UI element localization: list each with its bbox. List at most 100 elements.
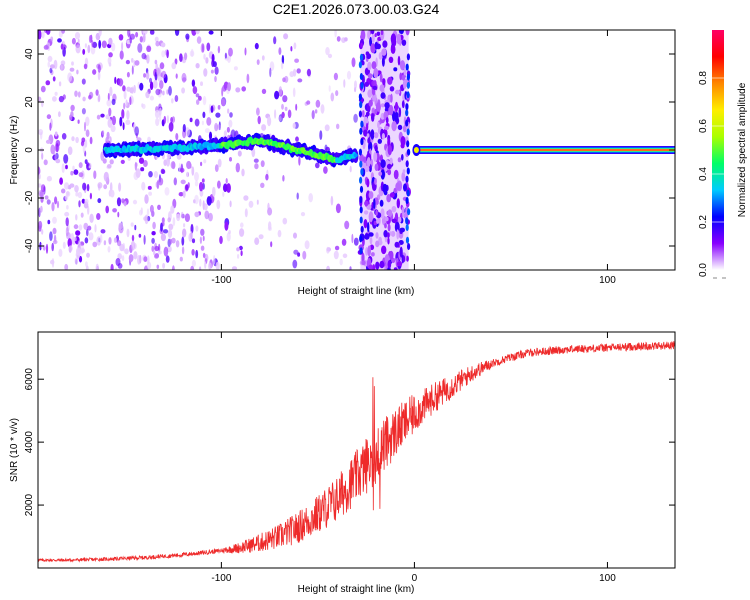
noise-speckle bbox=[281, 103, 284, 110]
noise-speckle bbox=[114, 267, 118, 270]
noise-speckle bbox=[143, 256, 148, 262]
noise-speckle bbox=[227, 108, 230, 114]
gap-speckle bbox=[397, 216, 402, 223]
gap-speckle bbox=[396, 229, 400, 240]
noise-speckle bbox=[175, 133, 179, 141]
noise-speckle bbox=[78, 255, 83, 263]
noise-speckle bbox=[206, 196, 212, 206]
gap-speckle bbox=[371, 34, 375, 43]
colorbar-tick-label: 0.6 bbox=[698, 119, 709, 133]
noise-speckle bbox=[154, 245, 160, 252]
noise-speckle bbox=[203, 159, 207, 164]
noise-speckle bbox=[145, 71, 150, 80]
gap-speckle bbox=[368, 232, 374, 237]
noise-speckle bbox=[181, 87, 186, 94]
gap-speckle bbox=[376, 43, 381, 50]
noise-speckle bbox=[191, 238, 196, 244]
noise-speckle bbox=[65, 226, 69, 237]
noise-speckle bbox=[123, 90, 127, 100]
gap-edge-streak bbox=[405, 103, 409, 111]
noise-speckle bbox=[65, 217, 69, 227]
noise-speckle bbox=[214, 164, 219, 173]
noise-speckle bbox=[50, 259, 55, 265]
noise-speckle bbox=[293, 42, 297, 50]
noise-speckle bbox=[52, 96, 57, 102]
noise-speckle bbox=[111, 98, 116, 106]
noise-speckle bbox=[342, 253, 348, 259]
gap-speckle bbox=[394, 101, 399, 112]
noise-speckle bbox=[69, 67, 75, 72]
noise-speckle bbox=[46, 30, 51, 35]
gap-speckle bbox=[361, 260, 366, 266]
noise-speckle bbox=[326, 265, 330, 270]
noise-speckle bbox=[224, 52, 227, 59]
noise-speckle bbox=[67, 146, 73, 155]
noise-speckle bbox=[278, 86, 283, 96]
noise-speckle bbox=[49, 64, 55, 69]
gap-speckle bbox=[365, 51, 370, 56]
gap-speckle bbox=[387, 209, 393, 217]
noise-speckle bbox=[238, 245, 243, 251]
noise-speckle bbox=[349, 266, 352, 270]
noise-speckle bbox=[78, 200, 81, 208]
noise-speckle bbox=[137, 43, 143, 53]
gap-speckle bbox=[374, 108, 378, 115]
noise-speckle bbox=[278, 47, 282, 55]
spectrogram-ytick-label: -40 bbox=[24, 238, 35, 253]
noise-speckle bbox=[78, 224, 83, 231]
noise-speckle bbox=[195, 225, 199, 232]
noise-speckle bbox=[103, 171, 109, 182]
noise-speckle bbox=[96, 213, 101, 220]
noise-speckle bbox=[204, 210, 210, 220]
noise-speckle bbox=[64, 211, 70, 217]
noise-speckle bbox=[192, 86, 198, 95]
noise-speckle bbox=[334, 30, 337, 38]
noise-speckle bbox=[302, 250, 307, 260]
noise-speckle bbox=[190, 265, 195, 270]
noise-speckle bbox=[161, 217, 165, 224]
noise-speckle bbox=[144, 194, 149, 204]
gap-edge-streak bbox=[407, 208, 411, 216]
noise-speckle bbox=[200, 161, 203, 167]
noise-speckle bbox=[38, 30, 42, 40]
gap-speckle bbox=[365, 247, 369, 256]
noise-speckle bbox=[191, 166, 195, 176]
noise-speckle bbox=[244, 47, 247, 56]
colorbar-ticks: 0.0 0.2 0.4 0.6 0.8 bbox=[698, 71, 726, 279]
noise-speckle bbox=[292, 259, 298, 269]
noise-speckle bbox=[75, 136, 79, 144]
noise-speckle bbox=[47, 55, 53, 63]
noise-speckle bbox=[292, 87, 296, 98]
noise-speckle bbox=[161, 42, 166, 48]
noise-speckle bbox=[108, 107, 112, 117]
noise-speckle bbox=[128, 254, 134, 263]
noise-speckle bbox=[254, 237, 260, 245]
noise-speckle bbox=[339, 258, 343, 266]
noise-speckle bbox=[184, 213, 190, 222]
noise-speckle bbox=[38, 96, 42, 102]
noise-speckle bbox=[160, 168, 165, 174]
gap-speckle bbox=[386, 163, 392, 170]
noise-speckle bbox=[107, 246, 111, 253]
noise-speckle bbox=[282, 77, 286, 83]
gap-speckle bbox=[386, 194, 392, 203]
noise-speckle bbox=[106, 99, 112, 107]
noise-speckle bbox=[92, 41, 98, 49]
noise-speckle bbox=[231, 266, 238, 270]
noise-speckle bbox=[155, 88, 161, 96]
noise-speckle bbox=[141, 181, 146, 191]
gap-speckle bbox=[375, 261, 380, 270]
noise-speckle bbox=[140, 207, 143, 215]
noise-speckle bbox=[117, 240, 122, 247]
noise-speckle bbox=[354, 86, 357, 93]
gap-speckle bbox=[382, 183, 388, 194]
noise-speckle bbox=[336, 36, 341, 42]
noise-speckle bbox=[221, 98, 226, 107]
noise-speckle bbox=[45, 243, 49, 254]
noise-speckle bbox=[166, 157, 170, 167]
noise-speckle bbox=[62, 241, 66, 249]
noise-speckle bbox=[54, 131, 58, 137]
noise-speckle bbox=[226, 183, 231, 193]
noise-speckle bbox=[181, 236, 185, 246]
noise-speckle bbox=[136, 137, 142, 142]
